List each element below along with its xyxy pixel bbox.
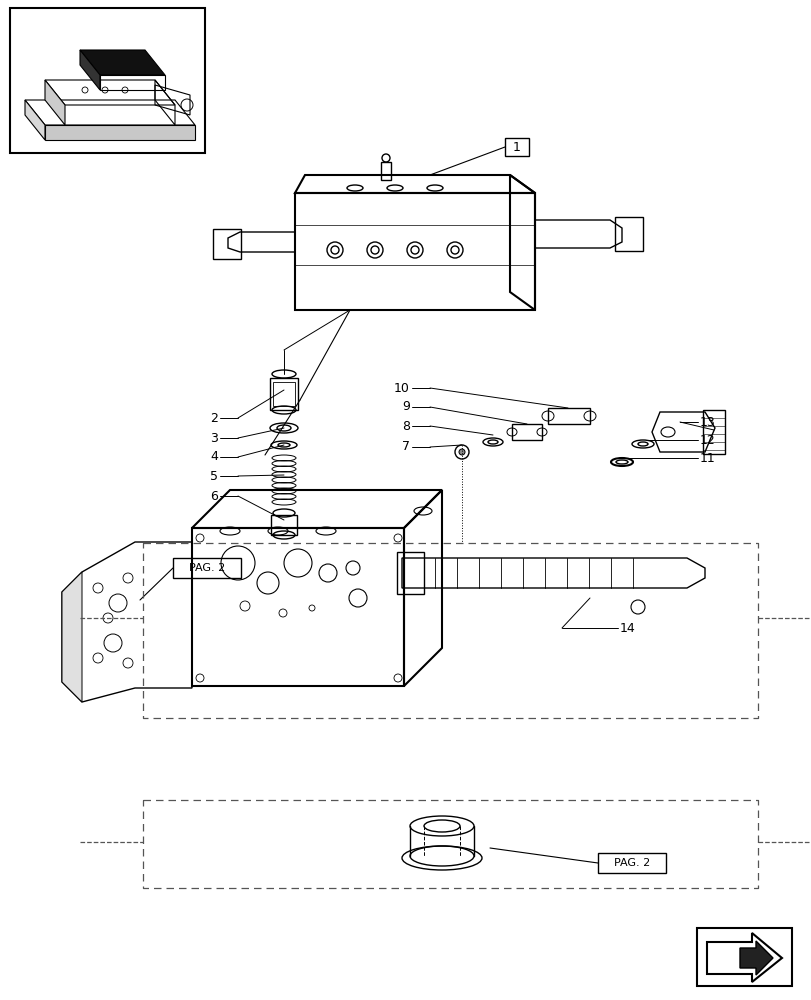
Text: 6: 6 <box>210 489 217 502</box>
Bar <box>212 229 241 259</box>
Text: 5: 5 <box>210 470 217 483</box>
Text: PAG. 2: PAG. 2 <box>189 563 225 573</box>
Text: 10: 10 <box>393 381 410 394</box>
Text: 13: 13 <box>699 416 714 428</box>
Polygon shape <box>739 941 772 975</box>
Text: 11: 11 <box>699 452 714 464</box>
Bar <box>597 853 665 873</box>
Bar <box>696 928 791 986</box>
Bar <box>380 162 391 180</box>
Bar <box>702 410 724 454</box>
Text: PAG. 2: PAG. 2 <box>613 858 650 868</box>
Polygon shape <box>80 50 100 90</box>
Polygon shape <box>80 50 165 75</box>
Text: 4: 4 <box>210 450 217 464</box>
Text: 2: 2 <box>210 412 217 424</box>
Circle shape <box>458 449 465 455</box>
Text: 12: 12 <box>699 434 714 446</box>
Polygon shape <box>25 100 45 140</box>
Text: 3: 3 <box>210 432 217 444</box>
Polygon shape <box>62 572 82 702</box>
Text: 8: 8 <box>401 420 410 432</box>
Polygon shape <box>45 125 195 140</box>
Polygon shape <box>706 933 781 982</box>
Text: 9: 9 <box>401 400 410 414</box>
Text: 14: 14 <box>620 621 635 634</box>
Bar <box>10 8 204 153</box>
Text: 7: 7 <box>401 440 410 454</box>
Text: 1: 1 <box>513 141 521 154</box>
Bar <box>614 217 642 251</box>
Polygon shape <box>45 80 65 125</box>
Bar <box>173 558 241 578</box>
Bar <box>504 138 528 156</box>
